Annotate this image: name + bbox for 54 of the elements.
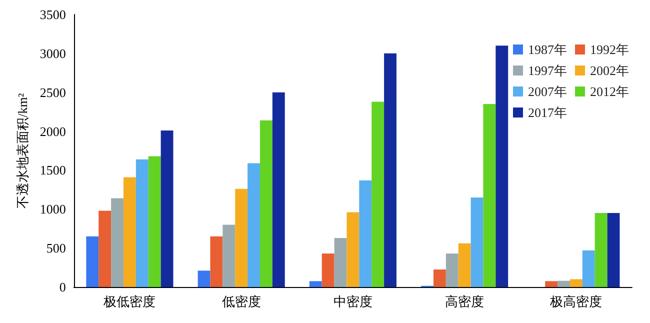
bar — [136, 159, 148, 287]
x-tick-label: 高密度 — [445, 294, 484, 309]
bar — [198, 270, 210, 287]
bar — [594, 213, 608, 287]
bar — [372, 102, 384, 287]
bar — [334, 238, 347, 287]
y-tick-label: 500 — [46, 240, 66, 256]
y-tick-label: 3000 — [40, 46, 66, 61]
bar — [545, 281, 558, 287]
bar — [148, 156, 161, 287]
bar — [496, 46, 508, 287]
bar — [272, 92, 285, 287]
bar — [98, 210, 112, 287]
bar — [458, 243, 471, 287]
legend-label: 2017年 — [528, 105, 567, 120]
bar — [384, 53, 396, 287]
bar — [222, 224, 236, 287]
legend-label: 1987年 — [528, 42, 567, 57]
y-tick-label: 2500 — [40, 84, 66, 100]
bar — [86, 236, 99, 287]
bar — [260, 120, 272, 287]
x-tick-label: 低密度 — [222, 294, 261, 309]
bar — [558, 280, 570, 287]
bar — [235, 188, 248, 287]
legend-label: 1992年 — [590, 42, 629, 57]
bar — [582, 250, 595, 287]
legend-label: 2002年 — [590, 63, 629, 78]
y-tick-label: 0 — [59, 280, 66, 294]
x-tick-label: 极低密度 — [102, 294, 156, 309]
bar — [570, 279, 582, 287]
bar — [483, 104, 496, 287]
bar — [322, 254, 334, 287]
bar — [433, 269, 446, 287]
bar — [210, 236, 223, 287]
bar — [359, 180, 372, 287]
y-axis-title: 不透水地表面积/km² — [15, 93, 30, 208]
bar — [346, 212, 360, 287]
bar — [446, 254, 458, 287]
bar — [248, 163, 260, 287]
legend-label: 2012年 — [590, 84, 629, 99]
bar — [160, 130, 174, 287]
y-tick-label: 1500 — [40, 162, 66, 178]
x-tick-label: 极高密度 — [549, 294, 602, 309]
y-tick-label: 1000 — [40, 202, 66, 217]
bar — [123, 177, 136, 287]
legend-label: 1997年 — [528, 63, 567, 78]
y-tick-label: 3500 — [40, 7, 66, 22]
x-tick-label: 中密度 — [333, 294, 372, 309]
legend-label: 2007年 — [528, 84, 567, 99]
bar — [111, 198, 124, 287]
bar — [470, 197, 484, 287]
bar — [309, 281, 322, 287]
y-tick-label: 2000 — [40, 124, 66, 139]
bar — [607, 213, 620, 287]
